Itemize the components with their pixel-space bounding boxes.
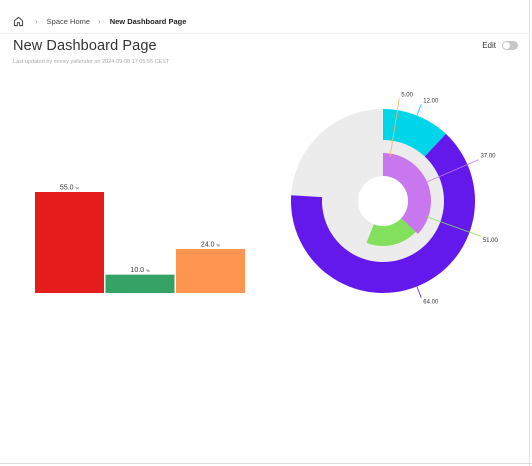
home-button[interactable] (10, 13, 27, 30)
breadcrumb-item-current: New Dashboard Page (109, 16, 187, 26)
donut-slice-ring0-0[interactable] (383, 109, 446, 157)
header-divider (0, 33, 529, 34)
donut-value-label-1-1: 51.00 (483, 238, 499, 244)
breadcrumb: › Space Home › New Dashboard Page (10, 12, 186, 30)
donut-value-label-1-0: 5.00 (401, 92, 413, 98)
donut-value-label-2-0: 37.00 (480, 154, 496, 160)
donut-value-label-0-1: 64.00 (423, 300, 439, 306)
donut-slice-ring0-1[interactable] (291, 133, 476, 294)
breadcrumb-item-space-home[interactable]: Space Home (46, 16, 91, 26)
bar-value-label-1: 10.0 % (130, 267, 150, 274)
home-icon (13, 16, 24, 26)
bar-value-label-2: 24.0 % (201, 241, 221, 248)
bar-unit-label: % (76, 186, 80, 191)
donut-value-label-0-0: 12.00 (423, 98, 439, 104)
donut-center (358, 176, 408, 226)
donut-leader-line-0-0 (416, 104, 422, 116)
edit-label: Edit (482, 41, 496, 50)
donut-leader-line-2-0 (426, 159, 479, 183)
window-edge-bottom (0, 463, 532, 464)
last-updated-text: Last updated by morey yallender on 2024-… (13, 59, 170, 65)
donut-leader-line-1-0 (389, 98, 400, 157)
chevron-right-icon: › (98, 16, 101, 26)
bar-1[interactable] (105, 274, 175, 293)
chevron-right-icon: › (35, 16, 38, 26)
bar-unit-label: % (217, 242, 221, 247)
bar-2[interactable] (176, 248, 245, 293)
toggle-knob (503, 42, 510, 49)
donut-leader-line-0-1 (416, 286, 422, 298)
bar-unit-label: % (146, 268, 150, 273)
window-edge (529, 0, 530, 466)
donut-slice-ring2-0[interactable] (383, 153, 431, 234)
bar-value-label-0: 55.0 % (60, 185, 80, 192)
edit-toggle[interactable] (502, 41, 518, 50)
donut-leader-line-1-1 (425, 215, 481, 237)
bar-0[interactable] (35, 192, 104, 293)
edit-toggle-group: Edit (482, 41, 518, 50)
page-title: New Dashboard Page (13, 38, 157, 54)
